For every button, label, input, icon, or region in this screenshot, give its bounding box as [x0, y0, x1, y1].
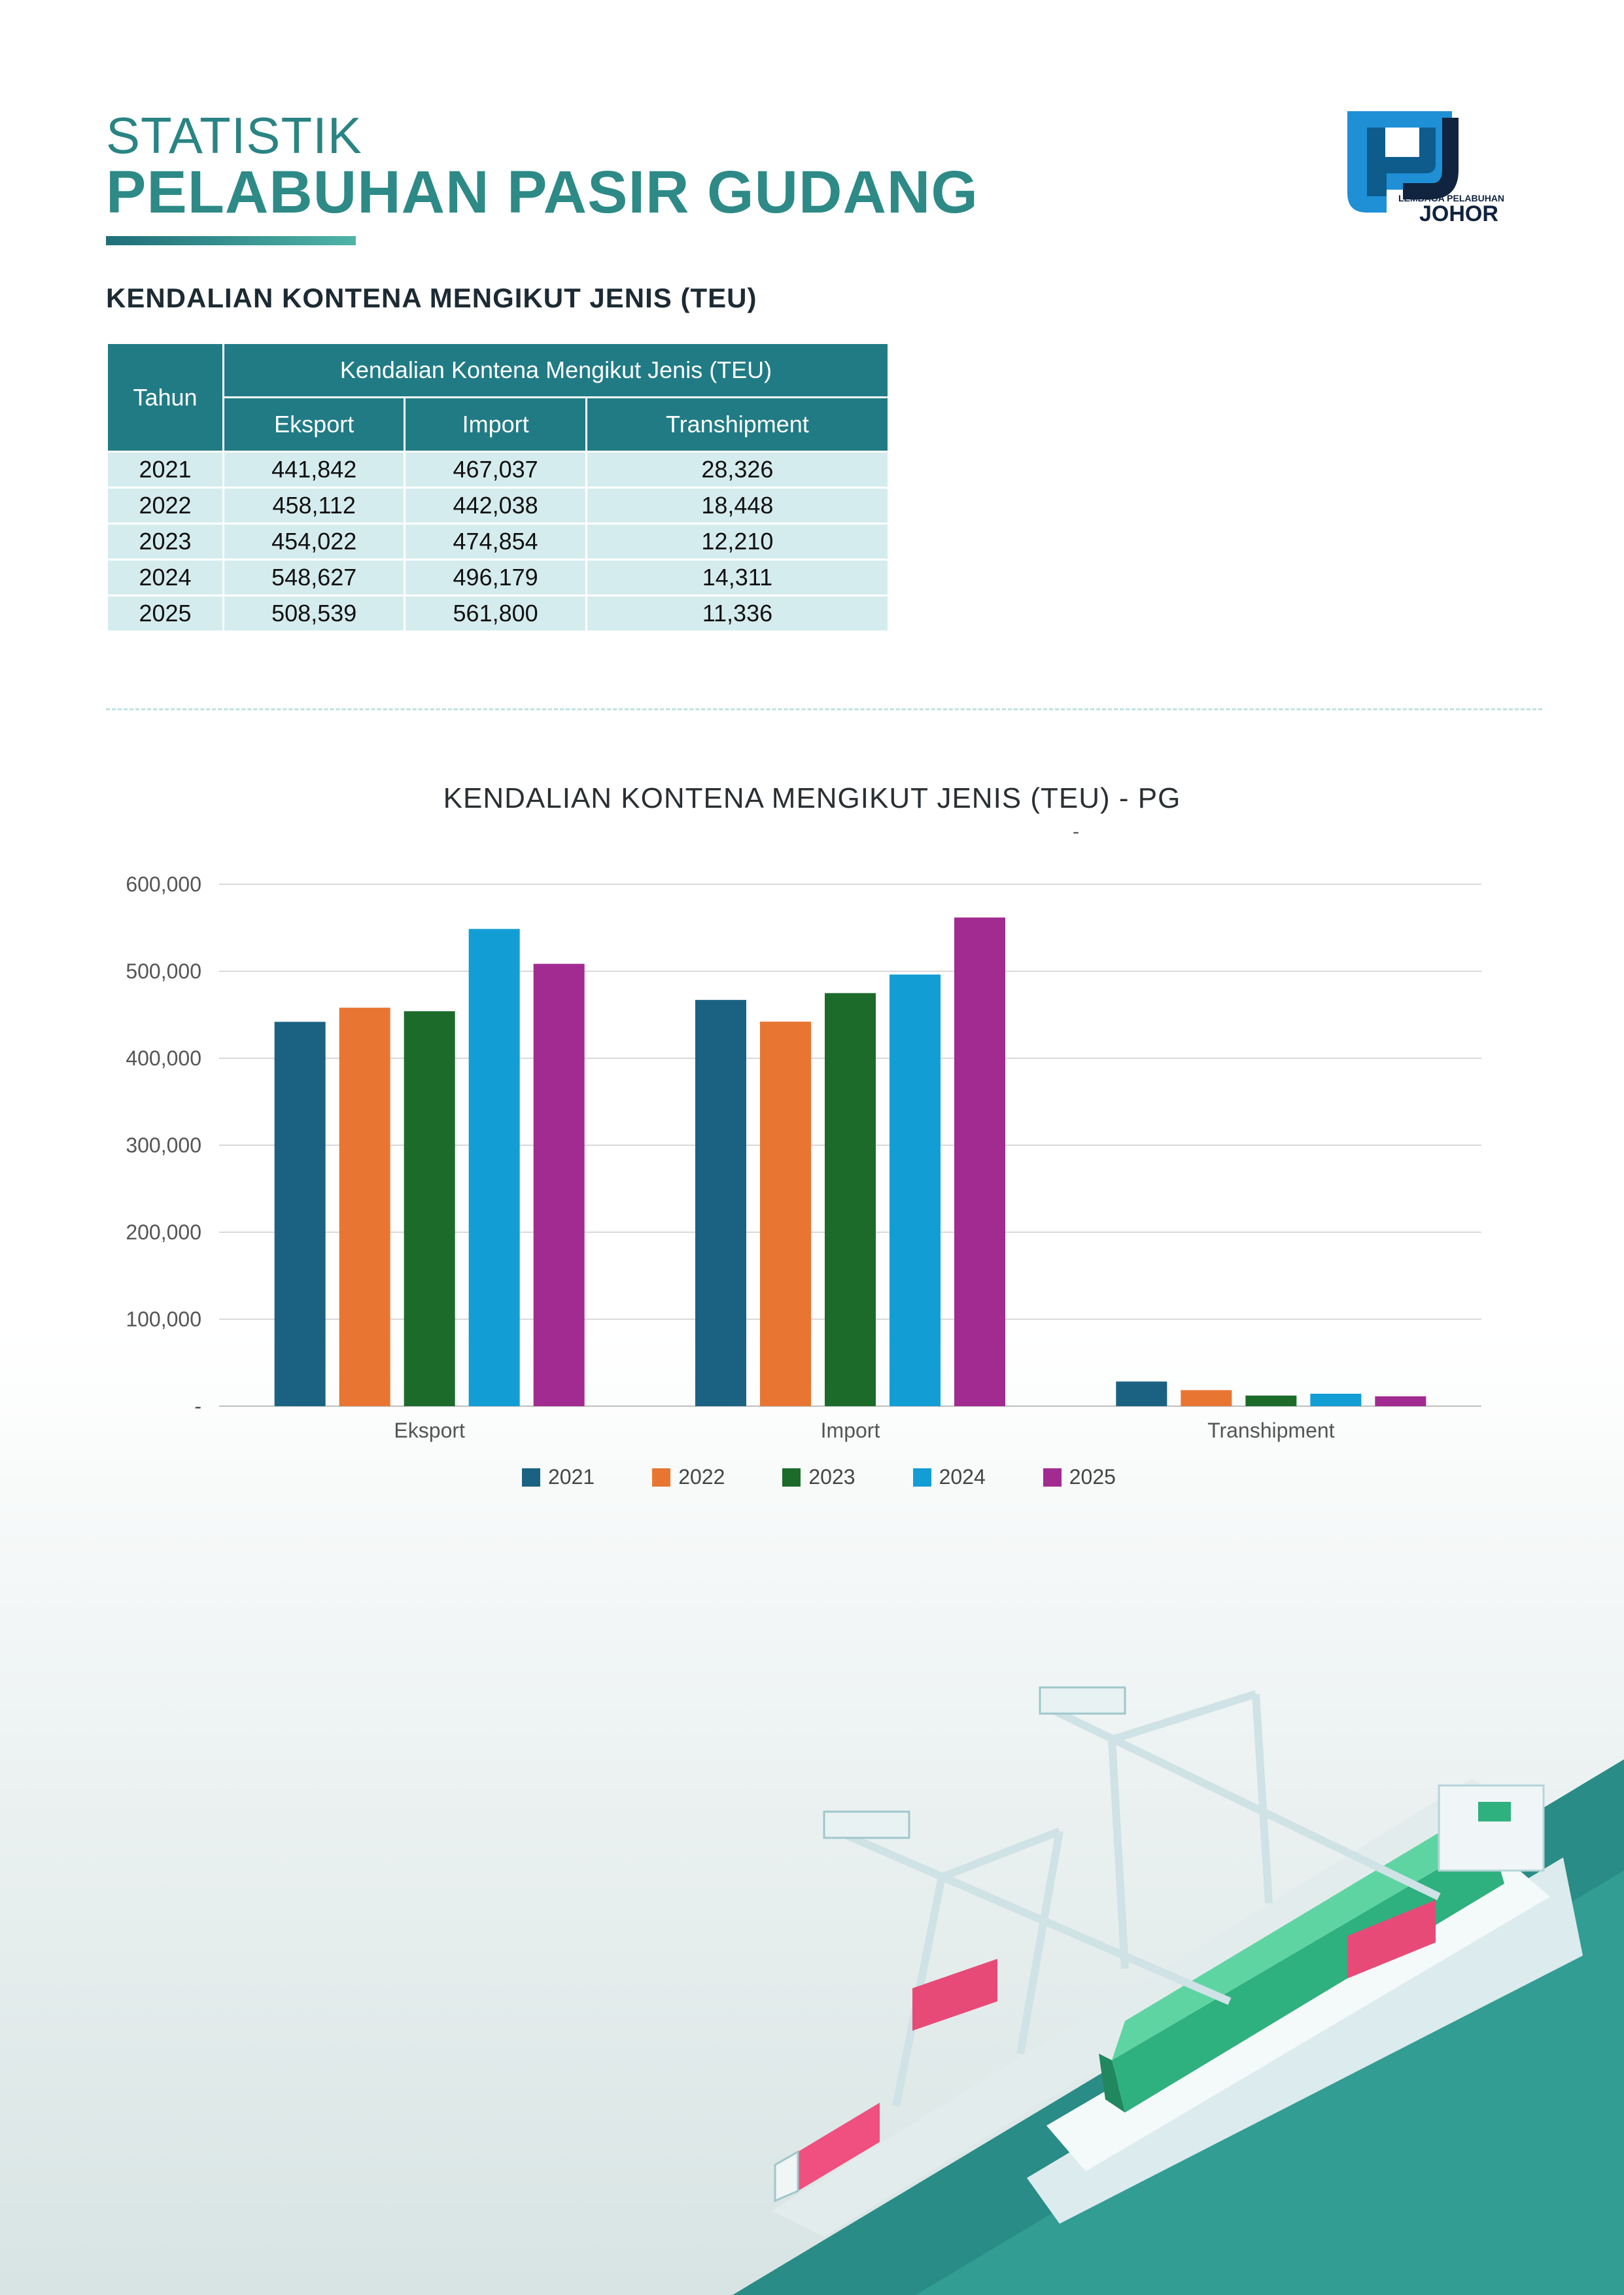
y-tick-label: 200,000 — [126, 1220, 201, 1244]
johor-port-logo: LEMBAGA PELABUHAN JOHOR — [1347, 111, 1504, 226]
legend-swatch — [782, 1468, 801, 1487]
bar-import-2023 — [825, 993, 876, 1406]
legend-item-2023: 2023 — [782, 1465, 855, 1489]
legend-swatch — [912, 1468, 931, 1487]
page-title-line1: STATISTIK — [106, 107, 362, 164]
legend-swatch — [652, 1468, 671, 1487]
port-building-top — [1478, 1802, 1511, 1821]
svg-text:JOHOR: JOHOR — [1419, 201, 1498, 226]
crane-cabin — [823, 1810, 910, 1839]
y-tick-label: 500,000 — [126, 959, 201, 983]
cell-import: 442,038 — [404, 487, 587, 525]
cell-import: 474,854 — [404, 523, 587, 561]
y-tick-label: 300,000 — [126, 1133, 201, 1157]
y-tick-label: 400,000 — [126, 1046, 201, 1070]
cell-import: 561,800 — [404, 595, 587, 632]
teu-table: Tahun Kendalian Kontena Mengikut Jenis (… — [106, 342, 890, 632]
cell-eksport: 454,022 — [222, 523, 406, 561]
bar-eksport-2025 — [533, 963, 585, 1406]
legend-label: 2022 — [678, 1465, 725, 1489]
bar-eksport-2023 — [404, 1011, 455, 1406]
y-tick-label: 100,000 — [126, 1307, 201, 1331]
y-tick-label: 600,000 — [126, 872, 201, 896]
hanging-container — [912, 1959, 997, 2031]
cell-import: 467,037 — [404, 451, 587, 489]
legend-label: 2023 — [808, 1465, 855, 1489]
container-stack — [1099, 1805, 1504, 2113]
table-header-transhipment: Transhipment — [585, 396, 890, 453]
crane-cabin — [1039, 1686, 1126, 1715]
truck-trailer — [798, 2103, 880, 2191]
y-tick-label: - — [194, 1394, 201, 1418]
section-divider — [106, 708, 1542, 710]
table-header-year: Tahun — [106, 342, 224, 453]
truck-cab — [774, 2150, 799, 2203]
table-row: 2022 458,112 442,038 18,448 — [106, 487, 890, 525]
cell-transhipment: 14,311 — [585, 559, 890, 596]
cell-transhipment: 28,326 — [585, 451, 890, 489]
table-header-group: Kendalian Kontena Mengikut Jenis (TEU) — [222, 342, 890, 398]
legend-label: 2025 — [1069, 1465, 1116, 1489]
table-header-eksport: Eksport — [222, 396, 406, 453]
bar-import-2022 — [760, 1022, 811, 1406]
section-heading: KENDALIAN KONTENA MENGIKUT JENIS (TEU) — [106, 283, 757, 313]
bar-transhipment-2021 — [1116, 1381, 1167, 1406]
table-row: 2023 454,022 474,854 12,210 — [106, 523, 890, 561]
x-category-label: Import — [821, 1419, 880, 1442]
cell-year: 2025 — [106, 595, 224, 632]
bar-eksport-2024 — [468, 929, 520, 1406]
hanging-container — [1347, 1900, 1436, 1978]
page-title-line2: PELABUHAN PASIR GUDANG — [106, 159, 978, 226]
table-row: 2024 548,627 496,179 14,311 — [106, 559, 890, 596]
bar-transhipment-2024 — [1310, 1393, 1362, 1406]
cell-year: 2023 — [106, 523, 224, 561]
bar-transhipment-2022 — [1181, 1390, 1232, 1406]
title-underline — [106, 236, 356, 245]
table-row: 2025 508,539 561,800 11,336 — [106, 595, 890, 632]
cell-transhipment: 18,448 — [585, 487, 890, 525]
chart-legend: 2021 2022 2023 2024 2025 — [522, 1465, 1116, 1489]
x-category-label: Eksport — [394, 1419, 465, 1442]
bar-transhipment-2025 — [1375, 1396, 1426, 1406]
table-header-import: Import — [404, 396, 587, 453]
bar-import-2025 — [954, 917, 1005, 1406]
bar-eksport-2021 — [274, 1022, 326, 1406]
bar-transhipment-2023 — [1245, 1395, 1297, 1406]
legend-item-2021: 2021 — [522, 1465, 595, 1489]
chart-title: KENDALIAN KONTENA MENGIKUT JENIS (TEU) -… — [443, 782, 1181, 814]
crane-left — [835, 1827, 1232, 2107]
cell-eksport: 458,112 — [222, 487, 406, 525]
bar-eksport-2022 — [339, 1007, 390, 1406]
legend-item-2024: 2024 — [912, 1465, 986, 1489]
crane-right — [1045, 1690, 1441, 1969]
x-category-label: Transhipment — [1207, 1419, 1335, 1442]
cell-eksport: 441,842 — [222, 451, 406, 489]
cell-transhipment: 12,210 — [585, 523, 890, 561]
cell-eksport: 508,539 — [222, 595, 406, 632]
cell-import: 496,179 — [404, 559, 587, 596]
legend-label: 2024 — [939, 1465, 986, 1489]
cell-eksport: 548,627 — [222, 559, 406, 596]
legend-label: 2021 — [548, 1465, 595, 1489]
cell-year: 2022 — [106, 487, 224, 525]
cell-year: 2024 — [106, 559, 224, 596]
chart-subtitle: - — [1073, 821, 1079, 842]
svg-text:LEMBAGA PELABUHAN: LEMBAGA PELABUHAN — [1398, 193, 1504, 203]
bar-import-2024 — [890, 975, 941, 1406]
table-row: 2021 441,842 467,037 28,326 — [106, 451, 890, 489]
bar-import-2021 — [695, 999, 746, 1406]
cell-year: 2021 — [106, 451, 224, 489]
legend-swatch — [522, 1468, 540, 1487]
legend-swatch — [1043, 1468, 1062, 1487]
port-building — [1438, 1784, 1545, 1872]
legend-item-2022: 2022 — [652, 1465, 725, 1489]
cell-transhipment: 11,336 — [585, 595, 890, 632]
bar-chart: - 100,000 200,000 300,000 400,000 500,000 600,… — [126, 872, 1481, 1442]
legend-item-2025: 2025 — [1043, 1465, 1116, 1489]
